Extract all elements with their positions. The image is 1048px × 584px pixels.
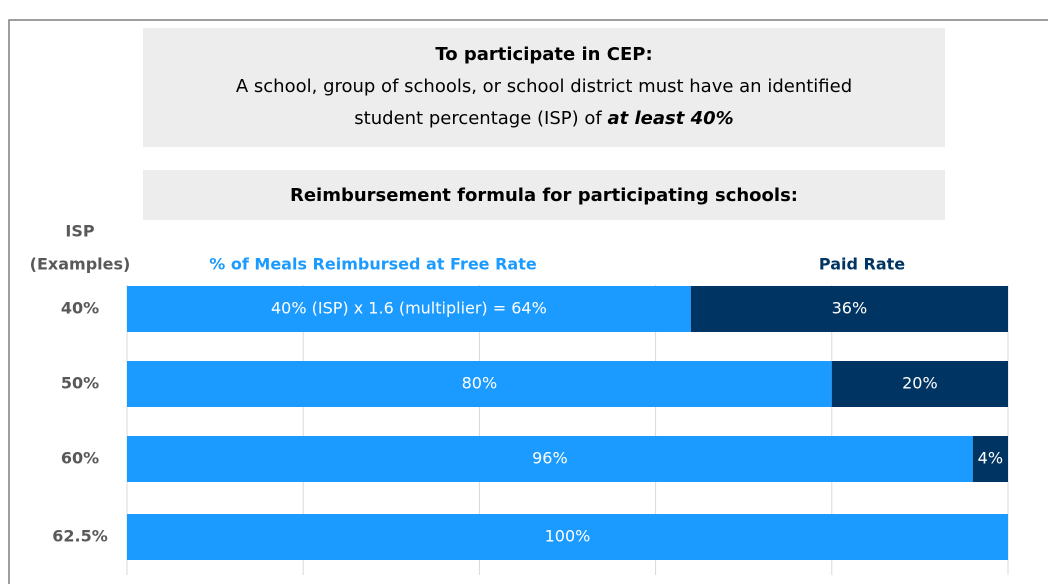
legend-label: % of Meals Reimbursed at Free Rate — [209, 255, 537, 274]
data-label: 80% — [462, 374, 498, 393]
y-tick-label: 60% — [61, 449, 99, 468]
y-tick-label: 50% — [61, 374, 99, 393]
bar-segment — [127, 514, 1008, 560]
data-label: 20% — [902, 374, 938, 393]
bar-segment — [127, 286, 691, 332]
note-emphasis: at least 40% — [607, 108, 733, 129]
bar-segment — [831, 361, 1008, 407]
data-label: 100% — [545, 527, 591, 546]
note-heading: To participate in CEP: — [435, 44, 652, 65]
data-label: 36% — [832, 299, 868, 318]
bar-segment — [690, 286, 1008, 332]
legend-label: Paid Rate — [819, 255, 905, 274]
note-box — [143, 28, 945, 147]
note-heading: Reimbursement formula for participating … — [290, 185, 798, 206]
note-text: student percentage (ISP) of — [354, 108, 602, 129]
frame — [8, 19, 1048, 584]
bar-segment — [127, 436, 973, 482]
bar-segment — [127, 361, 832, 407]
bar-segment — [972, 436, 1008, 482]
data-label: 40% (ISP) x 1.6 (multiplier) = 64% — [271, 299, 547, 318]
note-text: student percentage (ISP) of at least 40% — [354, 108, 733, 129]
y-tick-label: 40% — [61, 299, 99, 318]
note-box — [143, 170, 945, 220]
note-text: A school, group of schools, or school di… — [236, 76, 852, 97]
y-tick-label: 62.5% — [52, 527, 108, 546]
y-axis-title: (Examples) — [30, 255, 131, 274]
y-axis-title: ISP — [65, 222, 94, 241]
data-label: 4% — [978, 449, 1003, 468]
data-label: 96% — [532, 449, 568, 468]
